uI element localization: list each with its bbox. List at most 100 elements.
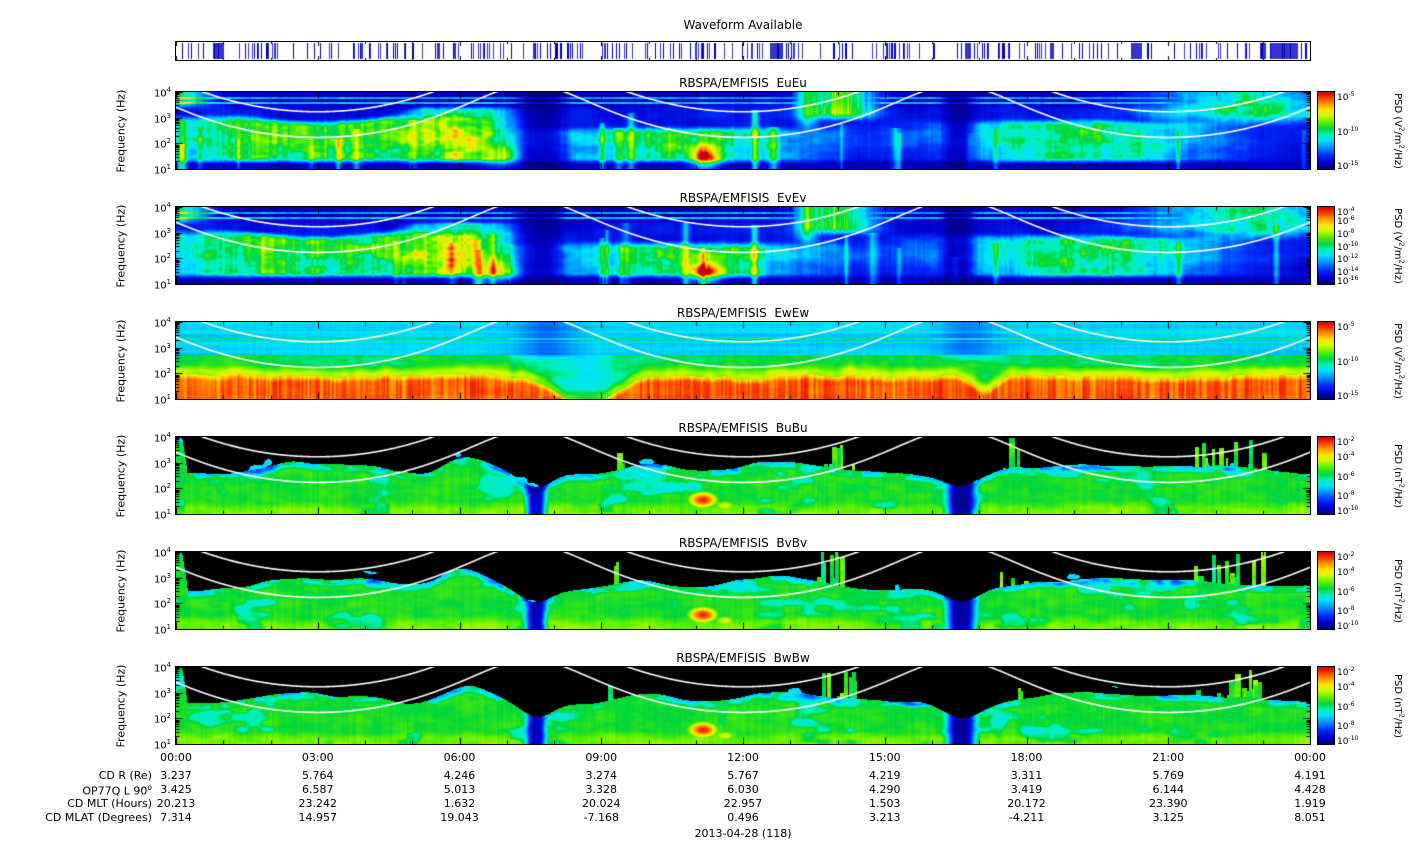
- y-tick-label: 101: [153, 278, 171, 292]
- y-tick-label: 104: [153, 546, 171, 560]
- colorbar-tick-label: 10-10: [1337, 620, 1359, 632]
- ephemeris-value: 4.246: [443, 769, 476, 782]
- y-tick-label: 103: [153, 456, 171, 470]
- colorbar-tick-label: 10-2: [1337, 666, 1355, 678]
- spectrogram-EuEu: [175, 91, 1311, 170]
- colorbar-tick-label: 10-5: [1337, 321, 1355, 333]
- ephemeris-value: 23.242: [298, 797, 338, 810]
- y-tick-label: 103: [153, 686, 171, 700]
- y-tick-label: 103: [153, 226, 171, 240]
- ephemeris-value: 8.051: [1294, 811, 1326, 824]
- panel-title-EvEv: RBSPA/EMFISIS EvEv: [679, 191, 807, 205]
- ephemeris-value: 7.314: [160, 811, 192, 824]
- y-tick-label: 102: [153, 137, 171, 151]
- colorbar-title-BvBv: PSD (nT2/Hz): [1392, 558, 1406, 623]
- y-tick-label: 101: [153, 623, 171, 637]
- panel-title-EwEw: RBSPA/EMFISIS EwEw: [676, 306, 810, 320]
- colorbar-EuEu: [1317, 91, 1335, 170]
- colorbar-title-BwBw: PSD (nT2/Hz): [1392, 673, 1406, 738]
- colorbar-BvBv: [1317, 551, 1335, 630]
- spectrogram-EvEv: [175, 206, 1311, 285]
- colorbar-tick-label: 10-12: [1337, 253, 1359, 266]
- y-tick-label: 101: [153, 738, 171, 752]
- colorbar-tick-label: 10-15: [1337, 390, 1359, 402]
- colorbar-tick-label: 10-14: [1337, 266, 1359, 279]
- ephemeris-value: 5.764: [302, 769, 334, 782]
- x-tick-label: 15:00: [868, 751, 901, 764]
- colorbar-tick-label: 10-2: [1337, 551, 1355, 563]
- colorbar-tick-label: 10-5: [1337, 91, 1355, 103]
- colorbar-tick-label: 10-10: [1337, 355, 1359, 368]
- ephemeris-value: 20.024: [582, 797, 621, 810]
- ephemeris-value: 4.290: [869, 783, 901, 796]
- y-tick-label: 102: [153, 597, 171, 611]
- y-tick-label: 104: [153, 201, 171, 215]
- ephemeris-value: 22.957: [723, 797, 763, 810]
- colorbar-BuBu: [1317, 436, 1335, 515]
- y-tick-label: 101: [153, 508, 171, 522]
- ephemeris-value: 3.419: [1010, 783, 1043, 796]
- y-tick-label: 104: [153, 86, 171, 100]
- ephemeris-row-label: CD MLAT (Degrees): [45, 811, 152, 824]
- spectrogram-BuBu: [175, 436, 1311, 515]
- spectrogram-EwEw: [175, 321, 1311, 400]
- ephemeris-value: 6.587: [302, 783, 334, 796]
- y-tick-label: 101: [153, 393, 171, 407]
- panel-title-BuBu: RBSPA/EMFISIS BuBu: [678, 421, 808, 435]
- ephemeris-value: 3.125: [1152, 811, 1185, 824]
- ephemeris-value: 6.030: [727, 783, 759, 796]
- colorbar-EwEw: [1317, 321, 1335, 400]
- ephemeris-value: 5.013: [443, 783, 476, 796]
- spectrogram-BwBw: [175, 666, 1311, 745]
- ephemeris-value: 1.632: [443, 797, 476, 810]
- y-tick-label: 104: [153, 661, 171, 675]
- ephemeris-value: 6.144: [1152, 783, 1185, 796]
- ephemeris-value: -7.168: [583, 811, 619, 824]
- spectrogram-BvBv: [175, 551, 1311, 630]
- ephemeris-row-label: OP77Q L 90o: [82, 783, 152, 798]
- colorbar-tick-label: 10-4: [1337, 451, 1355, 464]
- ephemeris-value: 3.213: [869, 811, 901, 824]
- colorbar-tick-label: 10-2: [1337, 436, 1355, 448]
- x-tick-label: 18:00: [1010, 751, 1043, 764]
- ephemeris-value: 4.191: [1294, 769, 1326, 782]
- y-tick-label: 102: [153, 252, 171, 266]
- ephemeris-value: 14.957: [298, 811, 338, 824]
- ephemeris-row-label: CD R (Re): [98, 769, 152, 782]
- colorbar-title-EuEu: PSD (V2/m2/Hz): [1392, 92, 1406, 169]
- colorbar-tick-label: 10-6: [1337, 470, 1355, 483]
- x-tick-label: 12:00: [727, 751, 759, 764]
- frequency-axis-label: Frequency (Hz): [114, 434, 128, 517]
- y-tick-label: 102: [153, 712, 171, 726]
- waveform-strip-title: Waveform Available: [683, 18, 803, 32]
- colorbar-title-EwEw: PSD (V2/m2/Hz): [1392, 322, 1406, 399]
- date-label: 2013-04-28 (118): [694, 827, 792, 840]
- colorbar-tick-label: 10-8: [1337, 227, 1355, 240]
- frequency-axis-label: Frequency (Hz): [114, 204, 128, 287]
- colorbar-EvEv: [1317, 206, 1335, 285]
- colorbar-tick-label: 10-10: [1337, 125, 1359, 138]
- y-tick-label: 102: [153, 367, 171, 381]
- frequency-axis-label: Frequency (Hz): [114, 549, 128, 632]
- ephemeris-value: 4.428: [1294, 783, 1326, 796]
- colorbar-tick-label: 10-10: [1337, 505, 1359, 517]
- ephemeris-value: 23.390: [1149, 797, 1188, 810]
- x-tick-label: 00:00: [1294, 751, 1326, 764]
- ephemeris-value: 3.237: [160, 769, 192, 782]
- ephemeris-value: 3.311: [1010, 769, 1043, 782]
- ephemeris-value: 1.919: [1294, 797, 1326, 810]
- ephemeris-value: 1.503: [869, 797, 901, 810]
- panel-title-BwBw: RBSPA/EMFISIS BwBw: [676, 651, 810, 665]
- colorbar-tick-label: 10-15: [1337, 160, 1359, 172]
- panel-title-EuEu: RBSPA/EMFISIS EuEu: [679, 76, 807, 90]
- colorbar-tick-label: 10-16: [1337, 275, 1359, 287]
- y-tick-label: 101: [153, 163, 171, 177]
- y-tick-label: 103: [153, 571, 171, 585]
- y-tick-label: 103: [153, 111, 171, 125]
- y-tick-label: 103: [153, 341, 171, 355]
- ephemeris-value: 20.213: [156, 797, 196, 810]
- colorbar-tick-label: 10-6: [1337, 585, 1355, 598]
- frequency-axis-label: Frequency (Hz): [114, 319, 128, 402]
- waveform-availability-strip: [175, 41, 1311, 61]
